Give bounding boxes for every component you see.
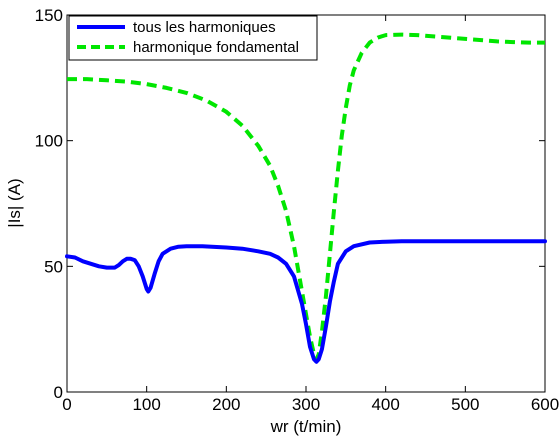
y-tick-label: 100 — [35, 132, 63, 151]
axis-tick-labels: 0 100 200 300 400 500 600 0 50 100 150 — [35, 6, 559, 414]
series-line-1 — [67, 32, 545, 362]
legend-box — [68, 15, 318, 61]
y-tick-label: 150 — [35, 6, 63, 25]
y-axis-label: |Is| (A) — [5, 178, 24, 227]
legend-label-harmonique-fondamental: harmonique fondamental — [133, 39, 299, 56]
x-tick-label: 500 — [451, 395, 479, 414]
x-tick-label: 0 — [62, 395, 71, 414]
y-tick-label: 50 — [44, 257, 63, 276]
x-tick-label: 400 — [371, 395, 399, 414]
x-tick-label: 200 — [212, 395, 240, 414]
x-axis-label: wr (t/min) — [270, 417, 342, 436]
axis-ticks — [66, 14, 546, 393]
series-line-0 — [65, 239, 547, 364]
x-tick-label: 600 — [531, 395, 559, 414]
y-tick-label: 0 — [54, 383, 63, 402]
legend: tous les harmoniques harmonique fondamen… — [68, 15, 318, 61]
x-tick-label: 100 — [132, 395, 160, 414]
plot-lines — [65, 32, 547, 364]
x-tick-label: 300 — [292, 395, 320, 414]
legend-label-tous-les-harmoniques: tous les harmoniques — [133, 19, 276, 36]
